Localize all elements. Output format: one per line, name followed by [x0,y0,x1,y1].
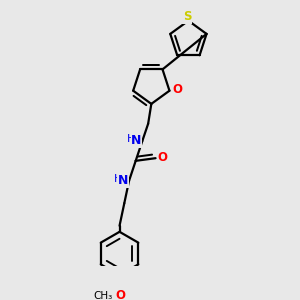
Text: S: S [183,10,191,23]
Text: H: H [127,134,135,144]
Text: N: N [118,174,128,187]
Text: H: H [114,174,122,184]
Text: CH₃: CH₃ [93,291,112,300]
Text: O: O [172,83,182,96]
Text: O: O [157,151,167,164]
Text: N: N [131,134,142,147]
Text: O: O [115,290,125,300]
